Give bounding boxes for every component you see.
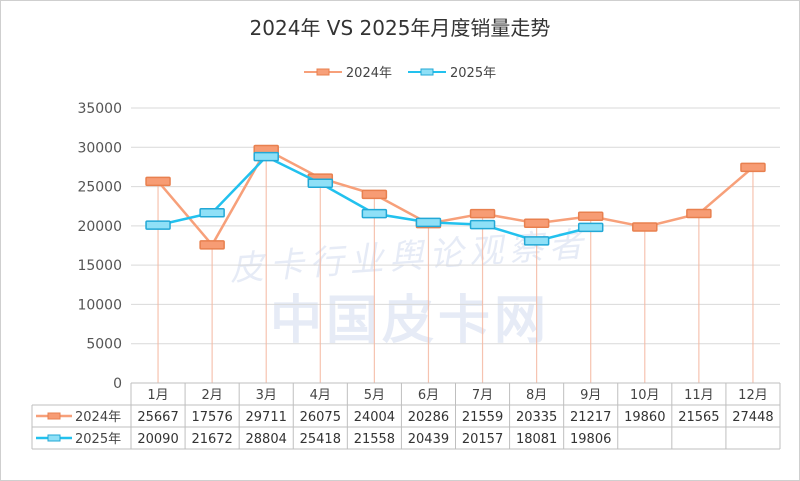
table-cell-2024: 21565 — [678, 410, 719, 425]
table-cell-2024: 19860 — [624, 410, 665, 425]
data-point-2025 — [577, 222, 604, 233]
legend-label-2024: 2024年 — [345, 66, 392, 81]
table-cell-2024: 21559 — [462, 410, 503, 425]
data-point-2024 — [686, 208, 712, 219]
table-cell-2024: 20286 — [408, 410, 449, 425]
x-tick-label: 9月 — [580, 388, 601, 403]
legend-item-2024: 2024年 — [303, 62, 392, 81]
table-legend-marker-2024 — [47, 412, 61, 420]
x-tick-label: 12月 — [738, 388, 768, 403]
table-cell-2025: 21558 — [354, 432, 395, 447]
legend-label-2025: 2025年 — [450, 66, 497, 81]
legend-swatch-2024 — [303, 68, 342, 75]
y-tick-label: 35000 — [77, 101, 122, 117]
table-cell-2024: 20335 — [516, 410, 557, 425]
table-cell-2024: 26075 — [300, 410, 341, 425]
y-tick-label: 20000 — [77, 219, 122, 235]
data-point-2025 — [253, 151, 279, 162]
y-tick-label: 15000 — [77, 258, 122, 274]
table-cell-2025: 21672 — [191, 432, 232, 447]
table-cell-2024: 17576 — [191, 410, 232, 425]
y-tick-label: 30000 — [77, 140, 122, 156]
table-cell-2024: 29711 — [246, 410, 287, 425]
data-point-2025 — [523, 236, 550, 246]
table-row-header-2024: 2024年 — [75, 410, 121, 425]
y-tick-label: 25000 — [77, 180, 122, 196]
table-cell-2025: 20157 — [462, 432, 503, 447]
data-point-2024 — [199, 240, 225, 250]
x-tick-label: 8月 — [526, 388, 547, 403]
table-cell-2024: 21217 — [570, 410, 611, 425]
x-tick-label: 5月 — [364, 388, 385, 403]
chart-legend: 2024年 2025年 — [0, 62, 800, 81]
x-tick-label: 4月 — [310, 388, 331, 403]
table-cell-2025: 18081 — [516, 432, 557, 447]
watermark-line2: 中国皮卡网 — [270, 291, 550, 351]
x-tick-label: 3月 — [256, 388, 277, 403]
table-cell-2024: 27448 — [732, 410, 773, 425]
data-point-2025 — [415, 217, 442, 228]
data-point-2024 — [577, 211, 604, 222]
data-point-2025 — [199, 207, 225, 218]
table-cell-2025: 19806 — [570, 432, 611, 447]
chart-title: 2024年 VS 2025年月度销量走势 — [249, 16, 551, 40]
data-point-2024 — [469, 208, 496, 219]
data-point-2025 — [469, 219, 496, 230]
data-point-2024 — [740, 162, 766, 173]
data-point-2025 — [361, 208, 388, 219]
data-point-2025 — [145, 220, 171, 230]
series-line-2024 — [157, 147, 754, 248]
x-tick-label: 11月 — [684, 388, 714, 403]
table-cell-2025: 25418 — [300, 432, 341, 447]
data-point-2024 — [145, 176, 171, 187]
table-cell-2024: 25667 — [137, 410, 178, 425]
watermark-line1: 皮卡行业舆论观察者 — [228, 225, 590, 290]
y-tick-label: 10000 — [77, 297, 122, 313]
table-cell-2025: 20090 — [137, 432, 178, 447]
table-legend-marker-2025 — [47, 434, 61, 442]
legend-item-2025: 2025年 — [408, 62, 496, 81]
y-tick-label: 0 — [113, 376, 122, 392]
y-tick-label: 5000 — [86, 337, 122, 353]
legend-swatch-2025 — [408, 68, 446, 75]
table-row-header-2025: 2025年 — [75, 432, 121, 447]
x-tick-label: 7月 — [472, 388, 493, 403]
table-cell-2024: 24004 — [354, 410, 395, 425]
table-cell-2025: 28804 — [246, 432, 287, 447]
data-point-2025 — [307, 178, 334, 189]
data-point-2024 — [632, 222, 658, 232]
data-point-2024 — [361, 189, 388, 200]
data-point-2024 — [523, 218, 550, 228]
x-tick-label: 10月 — [630, 388, 660, 403]
x-tick-label: 1月 — [147, 388, 168, 403]
x-tick-label: 6月 — [418, 388, 439, 403]
x-tick-label: 2月 — [201, 388, 222, 403]
table-cell-2025: 20439 — [408, 432, 449, 447]
